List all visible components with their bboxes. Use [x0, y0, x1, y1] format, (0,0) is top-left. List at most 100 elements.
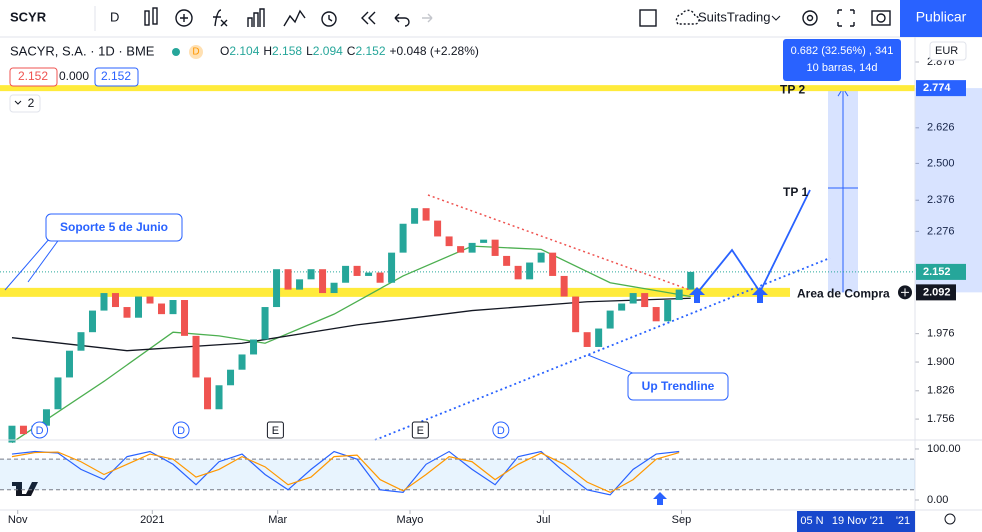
candle — [19, 425, 27, 435]
candle — [77, 332, 85, 351]
event-marker — [492, 421, 510, 439]
candle — [376, 272, 384, 283]
candle — [422, 208, 430, 221]
event-marker — [411, 421, 429, 439]
event-label: E — [417, 425, 424, 437]
interval[interactable]: D — [110, 9, 119, 24]
event-label: E — [272, 425, 279, 437]
event-marker — [266, 421, 284, 439]
ohlc-item: +0.048 (+2.28%) — [390, 44, 479, 58]
candle — [169, 300, 177, 315]
candle — [330, 282, 338, 294]
candle — [65, 350, 73, 378]
candle — [641, 293, 649, 308]
symbol[interactable]: SCYR — [10, 9, 47, 24]
osc-arrow — [653, 492, 667, 505]
input-box[interactable] — [9, 67, 58, 87]
ohlc-item: C — [347, 44, 356, 58]
ohlc: O 2.104 H 2.158 L 2.094 C 2.152 +0.048 (+2.28%) — [220, 44, 479, 58]
candle — [146, 296, 154, 304]
y-tick-label: 1.976 — [927, 328, 955, 340]
resistance — [427, 194, 691, 291]
currency-box[interactable] — [929, 41, 967, 61]
measure-text: 0.682 (32.56%) , 341 — [791, 45, 894, 57]
x-tick-label: 2021 — [140, 514, 164, 526]
collapse-icon[interactable] — [14, 100, 22, 105]
y-tick-label: 2.276 — [927, 225, 955, 237]
ohlc-item: H — [263, 44, 272, 58]
x-tick-label: Mayo — [397, 514, 424, 526]
candle — [434, 220, 442, 237]
crosshair-plus-icon — [901, 288, 909, 297]
measure-tooltip — [783, 39, 901, 81]
projection — [697, 189, 811, 294]
price-label-bg — [916, 80, 966, 97]
candle — [100, 293, 108, 311]
callout-pointer — [587, 354, 641, 377]
measure-axis-highlight — [915, 88, 982, 293]
candle — [652, 307, 660, 322]
candle — [273, 269, 281, 308]
candle — [342, 265, 350, 283]
callout — [45, 213, 183, 242]
input-value[interactable]: 2.152 — [18, 69, 48, 83]
callout-pointer — [4, 237, 61, 291]
candle — [514, 265, 522, 280]
event-label: D — [177, 425, 185, 437]
collapse-button[interactable] — [9, 94, 41, 113]
ohlc-item: 2.152 — [355, 44, 385, 58]
legend-title: SACYR, S.A. · 1D · BME — [10, 43, 155, 58]
candle — [445, 236, 453, 247]
range-label: '21 — [896, 515, 910, 527]
candle — [399, 223, 407, 253]
publish-label[interactable]: Publicar — [916, 9, 967, 25]
input-value[interactable]: 0.000 — [59, 69, 89, 83]
level-label: Area de Compra — [797, 287, 890, 301]
input-box[interactable] — [94, 67, 139, 87]
candle — [319, 269, 327, 294]
range-label: 19 Nov '21 — [832, 515, 884, 527]
candle — [468, 242, 476, 253]
candle — [296, 279, 304, 290]
currency[interactable]: EUR — [935, 45, 958, 57]
collapse-count[interactable]: 2 — [28, 96, 35, 110]
candle — [480, 239, 488, 243]
buy-arrow — [752, 287, 768, 303]
candle — [503, 255, 511, 266]
annotation: TP 1 — [783, 185, 808, 199]
candle — [54, 377, 62, 410]
candle — [307, 269, 315, 280]
candle — [606, 310, 614, 329]
candle — [135, 296, 143, 318]
candle — [227, 369, 235, 386]
event-label: D — [36, 425, 44, 437]
flag-bg — [189, 45, 203, 59]
candle — [204, 377, 212, 410]
price-label-bg — [916, 263, 966, 280]
candle — [560, 275, 568, 297]
price-label: 2.152 — [923, 266, 951, 278]
candle — [457, 246, 465, 253]
candle — [250, 339, 258, 355]
dropdown[interactable] — [771, 15, 781, 21]
y-tick-label: 1.900 — [927, 356, 955, 368]
candle — [411, 208, 419, 224]
event-marker — [172, 421, 190, 439]
publish-button[interactable] — [900, 0, 982, 37]
ohlc-item: O — [220, 44, 229, 58]
x-tick-label: Mar — [268, 514, 287, 526]
price-label-bg — [916, 284, 956, 301]
candle — [595, 328, 603, 347]
candle — [388, 252, 396, 283]
y-tick-label: 100.00 — [927, 443, 961, 455]
candle — [365, 272, 373, 276]
x-tick-label: Sep — [672, 514, 692, 526]
settings-icon[interactable] — [944, 513, 956, 525]
candle — [158, 303, 166, 315]
callout-text: Soporte 5 de Junio — [60, 220, 168, 234]
toolbar-icons[interactable] — [144, 7, 891, 27]
logo — [12, 482, 38, 496]
account[interactable]: SuitsTrading — [698, 9, 771, 24]
input-value[interactable]: 2.152 — [101, 69, 131, 83]
